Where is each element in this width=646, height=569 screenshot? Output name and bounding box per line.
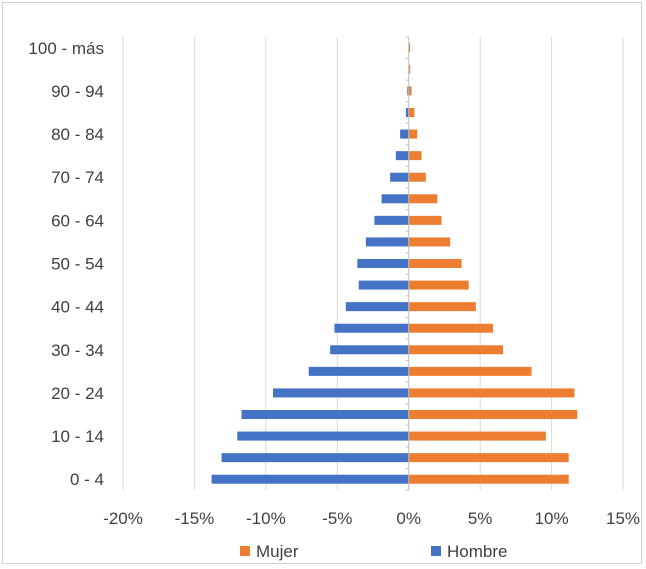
- x-tick-label-3: -5%: [322, 509, 352, 528]
- bar-mujer-18: [408, 86, 412, 96]
- y-tick-label-12: 60 - 64: [51, 211, 104, 230]
- bars: [211, 43, 578, 484]
- bar-mujer-12: [408, 215, 442, 225]
- y-tick-label-10: 50 - 54: [51, 255, 104, 274]
- axes: [405, 36, 410, 491]
- bar-hombre-4: [273, 388, 409, 398]
- bar-mujer-13: [408, 194, 438, 204]
- bar-hombre-14: [390, 172, 409, 182]
- y-tick-label-4: 20 - 24: [51, 384, 104, 403]
- bar-mujer-1: [408, 453, 569, 463]
- y-tick-label-16: 80 - 84: [51, 125, 104, 144]
- bar-hombre-8: [345, 302, 409, 312]
- x-tick-label-2: -10%: [246, 509, 286, 528]
- x-tick-labels: -20% -15% -10% -5% 0% 5% 10% 15%: [103, 509, 640, 528]
- bar-mujer-11: [408, 237, 451, 247]
- bar-hombre-5: [308, 366, 409, 376]
- y-tick-label-18: 90 - 94: [51, 82, 104, 101]
- x-tick-label-5: 5%: [468, 509, 493, 528]
- bar-mujer-4: [408, 388, 575, 398]
- chart-frame: [2, 2, 642, 564]
- bar-hombre-0: [211, 474, 409, 484]
- bar-mujer-3: [408, 410, 578, 419]
- bar-hombre-6: [330, 345, 409, 355]
- bar-mujer-20: [408, 43, 411, 53]
- bar-hombre-3: [241, 410, 409, 419]
- bar-hombre-17: [405, 108, 409, 117]
- bar-mujer-7: [408, 323, 493, 333]
- y-tick-label-14: 70 - 74: [51, 168, 104, 187]
- y-tick-labels: 0 - 4 10 - 14 20 - 24 30 - 34 40 - 44 50 - 54…: [28, 39, 104, 489]
- y-tick-label-20: 100 - más: [28, 39, 104, 58]
- x-tick-label-4: 0%: [396, 509, 421, 528]
- bar-hombre-16: [400, 129, 409, 139]
- y-tick-label-2: 10 - 14: [51, 427, 104, 446]
- x-tick-label-7: 15%: [606, 509, 640, 528]
- bar-hombre-7: [334, 323, 409, 333]
- legend-swatch-hombre: [431, 546, 441, 556]
- bar-mujer-0: [408, 474, 569, 484]
- bar-mujer-8: [408, 302, 476, 312]
- bar-mujer-17: [408, 108, 415, 117]
- bar-mujer-10: [408, 259, 462, 268]
- bar-mujer-2: [408, 431, 546, 441]
- x-tick-label-6: 10%: [535, 509, 569, 528]
- bar-hombre-12: [374, 215, 409, 225]
- legend-swatch-mujer: [240, 546, 250, 556]
- bar-hombre-2: [237, 431, 409, 441]
- bar-mujer-6: [408, 345, 503, 355]
- bar-hombre-15: [395, 151, 409, 161]
- bar-mujer-16: [408, 129, 418, 139]
- y-tick-label-8: 40 - 44: [51, 298, 104, 317]
- x-tick-label-1: -15%: [175, 509, 215, 528]
- y-tick-label-0: 0 - 4: [70, 470, 104, 489]
- bar-mujer-5: [408, 366, 532, 376]
- y-tick-label-6: 30 - 34: [51, 341, 104, 360]
- legend: Mujer Hombre: [240, 542, 507, 561]
- bar-mujer-9: [408, 280, 469, 290]
- bar-hombre-9: [358, 280, 409, 290]
- x-tick-label-0: -20%: [103, 509, 143, 528]
- legend-label-mujer: Mujer: [256, 542, 299, 561]
- bar-mujer-15: [408, 151, 422, 161]
- bar-hombre-11: [365, 237, 409, 247]
- bar-mujer-19: [408, 64, 411, 74]
- bar-hombre-18: [407, 86, 409, 96]
- bar-hombre-1: [221, 453, 409, 463]
- bar-mujer-14: [408, 172, 426, 182]
- bar-hombre-13: [381, 194, 409, 204]
- bar-hombre-10: [357, 259, 409, 268]
- legend-label-hombre: Hombre: [447, 542, 507, 561]
